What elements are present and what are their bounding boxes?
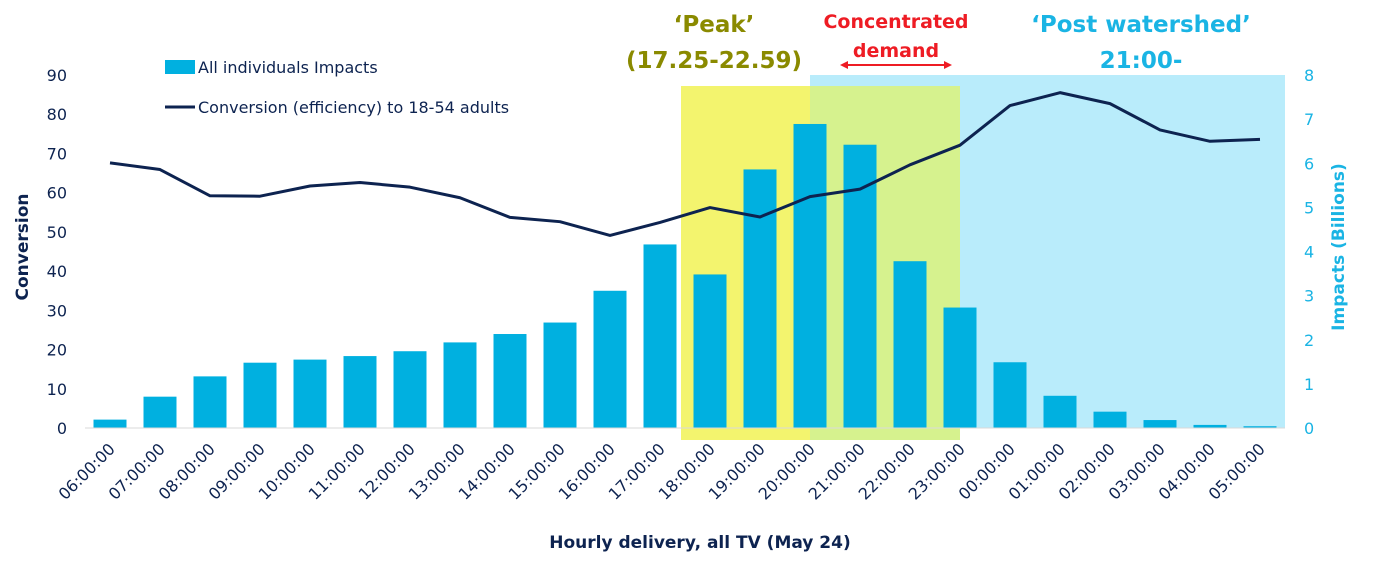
left-tick-label: 90 — [47, 66, 67, 85]
bar-11:00:00 — [343, 356, 377, 428]
left-tick-labels: 0 10 20 30 40 50 60 70 80 90 — [47, 66, 67, 438]
bar-23:00:00 — [943, 307, 977, 428]
concentrated-demand-annotation: Concentrated — [823, 11, 968, 33]
right-tick-label: 5 — [1304, 198, 1314, 217]
right-tick-label: 1 — [1304, 375, 1314, 394]
legend-bar-label: All individuals Impacts — [198, 58, 378, 77]
bar-06:00:00 — [93, 419, 127, 428]
conversion-line — [109, 91, 1261, 237]
bar-series — [93, 123, 1277, 429]
legend: All individuals Impacts Conversion (effi… — [165, 58, 509, 117]
bar-20:00:00 — [793, 123, 827, 428]
concentrated-demand-band — [810, 86, 960, 440]
bar-08:00:00 — [193, 376, 227, 428]
bar-02:00:00 — [1093, 411, 1127, 428]
arrowhead-right — [944, 61, 952, 69]
x-axis-title: Hourly delivery, all TV (May 24) — [549, 533, 850, 553]
bar-15:00:00 — [543, 322, 577, 428]
bar-03:00:00 — [1143, 420, 1177, 428]
right-tick-label: 7 — [1304, 110, 1314, 129]
right-tick-label: 2 — [1304, 331, 1314, 350]
right-tick-label: 8 — [1304, 66, 1314, 85]
concentrated-demand-annotation: demand — [853, 40, 939, 62]
left-tick-label: 80 — [47, 105, 67, 124]
bar-10:00:00 — [293, 359, 327, 428]
bar-01:00:00 — [1043, 395, 1077, 428]
line-series — [109, 91, 1261, 237]
bar-04:00:00 — [1193, 424, 1227, 428]
left-tick-label: 0 — [57, 419, 67, 438]
left-tick-label: 30 — [47, 301, 67, 320]
bar-18:00:00 — [693, 274, 727, 428]
bar-22:00:00 — [893, 261, 927, 428]
right-tick-label: 3 — [1304, 287, 1314, 306]
left-tick-label: 40 — [47, 262, 67, 281]
left-tick-label: 10 — [47, 380, 67, 399]
bar-00:00:00 — [993, 362, 1027, 428]
bar-21:00:00 — [843, 144, 877, 428]
bar-09:00:00 — [243, 362, 277, 428]
peak-annotation: (17.25-22.59) — [626, 48, 802, 74]
y-right-axis-title: Impacts (Billions) — [1329, 163, 1349, 331]
legend-bar-swatch — [165, 60, 195, 74]
right-tick-label: 6 — [1304, 154, 1314, 173]
post-watershed-annotation: ‘Post watershed’ — [1031, 12, 1251, 38]
post-watershed-annotation: 21:00- — [1100, 48, 1183, 74]
bar-12:00:00 — [393, 351, 427, 428]
right-tick-label: 4 — [1304, 243, 1314, 262]
x-tick-labels: 06:00:0007:00:0008:00:0009:00:0010:00:00… — [55, 439, 1269, 503]
annotations: ‘Peak’ (17.25-22.59) Concentrated demand ‘Po… — [626, 11, 1251, 74]
bar-13:00:00 — [443, 342, 477, 428]
bar-14:00:00 — [493, 334, 527, 428]
bar-07:00:00 — [143, 396, 177, 428]
right-tick-label: 0 — [1304, 419, 1314, 438]
peak-annotation: ‘Peak’ — [674, 12, 755, 38]
bar-17:00:00 — [643, 244, 677, 428]
left-tick-label: 70 — [47, 144, 67, 163]
y-left-axis-title: Conversion — [13, 194, 33, 301]
arrowhead-left — [840, 61, 848, 69]
left-tick-label: 20 — [47, 341, 67, 360]
bar-05:00:00 — [1243, 426, 1277, 428]
bar-19:00:00 — [743, 169, 777, 429]
bar-16:00:00 — [593, 290, 627, 428]
left-tick-label: 50 — [47, 223, 67, 242]
left-tick-label: 60 — [47, 184, 67, 203]
right-tick-labels: 0 1 2 3 4 5 6 7 8 — [1304, 66, 1314, 438]
legend-line-label: Conversion (efficiency) to 18-54 adults — [198, 98, 509, 117]
